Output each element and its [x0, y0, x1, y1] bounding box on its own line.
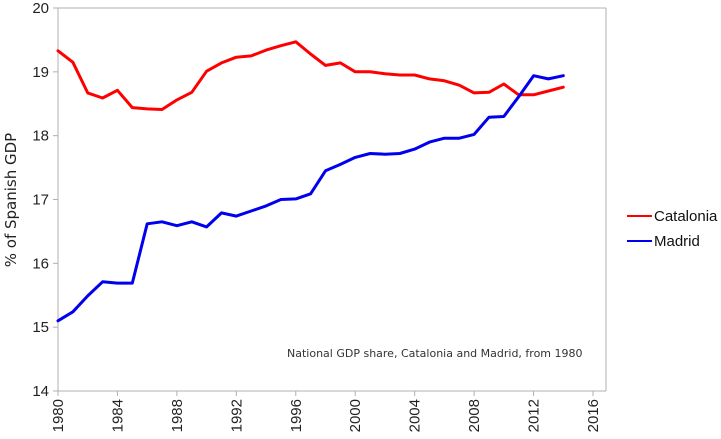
- series-layer: [56, 40, 565, 323]
- x-tick-label: 1988: [169, 399, 186, 432]
- y-tick-label: 20: [32, 0, 49, 17]
- x-tick-label: 2004: [407, 399, 424, 432]
- x-tick-label: 1984: [109, 399, 126, 432]
- legend-label-madrid: Madrid: [654, 233, 700, 250]
- y-tick-label: 15: [32, 319, 49, 336]
- axes: 14 15 16 17 18 19 20 1980 1984 1988 1992 1996 2000 20…: [32, 0, 607, 432]
- y-tick-label: 18: [32, 128, 49, 145]
- x-tick-label: 2008: [466, 399, 483, 432]
- y-axis-title: % of Spanish GDP: [2, 133, 20, 267]
- y-tick-label: 17: [32, 192, 49, 209]
- series-line-madrid: [56, 74, 565, 323]
- x-tick-label: 2000: [347, 399, 364, 432]
- y-tick-label: 16: [32, 255, 49, 272]
- x-tick-label: 2016: [585, 399, 602, 432]
- y-tick-label: 19: [32, 64, 49, 81]
- legend-label-catalonia: Catalonia: [654, 208, 718, 225]
- x-tick-label: 2012: [526, 399, 543, 432]
- y-tick-label: 14: [32, 383, 49, 400]
- x-tick-label: 1992: [228, 399, 245, 432]
- legend: Catalonia Madrid: [627, 208, 718, 250]
- series-line-catalonia: [56, 40, 565, 111]
- x-tick-label: 1996: [288, 399, 305, 432]
- chart-annotation: National GDP share, Catalonia and Madrid…: [287, 347, 583, 360]
- x-tick-label: 1980: [50, 399, 67, 432]
